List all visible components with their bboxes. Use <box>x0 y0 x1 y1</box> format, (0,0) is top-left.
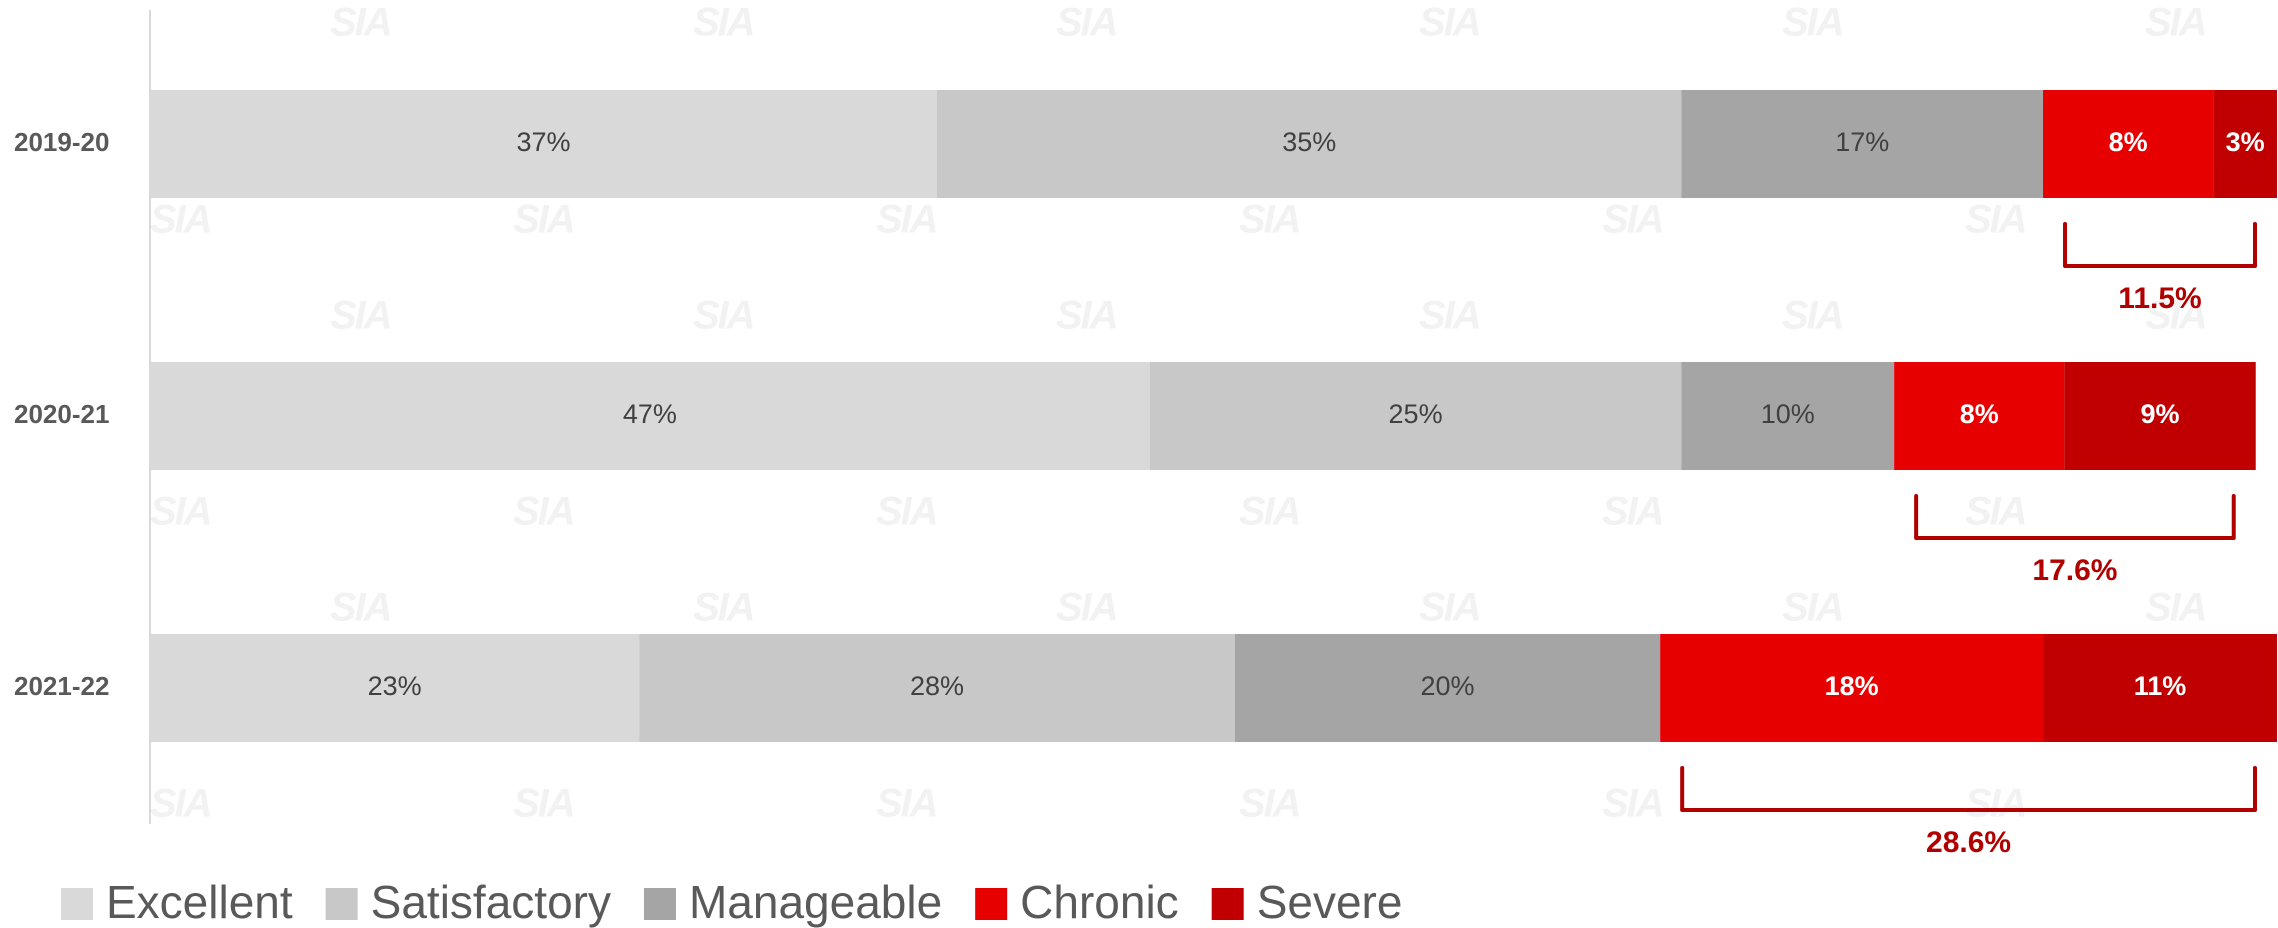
legend-swatch <box>61 888 93 920</box>
watermark: SIA <box>1965 198 2026 242</box>
watermark-layer: SIA SIA SIA SIA SIA SIA SIA SIA SIA SIA SIA SIA SIA S… <box>150 1 2208 826</box>
watermark: SIA <box>1056 294 1117 338</box>
value-label: 9% <box>2140 399 2179 429</box>
category-label: 2021-22 <box>14 671 109 701</box>
watermark: SIA <box>150 490 211 534</box>
watermark: SIA <box>876 198 937 242</box>
bar-segment <box>639 634 1235 742</box>
value-label: 47% <box>623 399 677 429</box>
bar-segment <box>1681 90 2044 198</box>
bar-segment <box>1681 362 1895 470</box>
bar-segment <box>1234 634 1661 742</box>
legend-label: Satisfactory <box>371 876 611 928</box>
watermark: SIA <box>1602 490 1663 534</box>
value-label: 11% <box>2134 671 2187 701</box>
bar-segment <box>150 362 1150 470</box>
watermark: SIA <box>1056 1 1117 45</box>
legend-label: Chronic <box>1020 876 1179 928</box>
watermark: SIA <box>1419 1 1480 45</box>
watermark: SIA <box>1602 782 1663 826</box>
watermark: SIA <box>693 1 754 45</box>
watermark: SIA <box>2145 294 2206 338</box>
watermark: SIA <box>2145 1 2206 45</box>
watermark: SIA <box>1419 586 1480 630</box>
category-label: 2020-21 <box>14 399 109 429</box>
annotation: 11.5% <box>2118 282 2201 315</box>
value-label: 8% <box>2109 127 2148 157</box>
annotation: 17.6% <box>2032 554 2117 587</box>
value-label: 10% <box>1761 399 1815 429</box>
watermark: SIA <box>1965 490 2026 534</box>
legend-swatch <box>975 888 1008 920</box>
bracket <box>1914 494 2236 540</box>
watermark: SIA <box>2145 586 2206 630</box>
value-label: 3% <box>2226 127 2265 157</box>
legend-label: Manageable <box>689 876 942 928</box>
value-label: 25% <box>1389 399 1443 429</box>
category-label: 2019-20 <box>14 127 109 157</box>
bar-segment <box>2213 90 2277 198</box>
bar-segment <box>150 90 937 198</box>
bracket <box>1680 766 2257 812</box>
value-label: 35% <box>1282 127 1336 157</box>
legend-label: Severe <box>1257 876 1403 928</box>
bar-segment <box>1894 362 2065 470</box>
legend-swatch <box>325 888 358 920</box>
legend-swatch <box>1211 888 1244 920</box>
watermark: SIA <box>513 198 574 242</box>
value-label: 17% <box>1835 127 1889 157</box>
bar-segment <box>150 634 640 742</box>
watermark: SIA <box>1419 294 1480 338</box>
watermark: SIA <box>1602 198 1663 242</box>
watermark: SIA <box>693 294 754 338</box>
value-label: 20% <box>1420 671 1474 701</box>
value-label: 18% <box>1825 671 1879 701</box>
watermark: SIA <box>330 1 391 45</box>
bar-segment <box>2043 90 2214 198</box>
bar-segment <box>1149 362 1682 470</box>
annotation: 28.6% <box>1926 826 2011 859</box>
watermark: SIA <box>513 490 574 534</box>
watermark: SIA <box>330 586 391 630</box>
watermark: SIA <box>693 586 754 630</box>
watermark: SIA <box>1782 586 1843 630</box>
watermark: SIA <box>330 294 391 338</box>
watermark: SIA <box>150 198 211 242</box>
watermark: SIA <box>1239 198 1300 242</box>
bar-segment <box>2064 362 2256 470</box>
watermark: SIA <box>150 782 211 826</box>
bar-segment <box>1660 634 2044 742</box>
watermark: SIA <box>1965 782 2026 826</box>
legend-label: Excellent <box>106 876 293 928</box>
watermark: SIA <box>1239 782 1300 826</box>
bracket <box>2063 222 2257 268</box>
watermark: SIA <box>1239 490 1300 534</box>
value-label: 23% <box>368 671 422 701</box>
value-label: 37% <box>516 127 570 157</box>
bar-segment <box>2043 634 2277 742</box>
watermark: SIA <box>1782 1 1843 45</box>
watermark: SIA <box>876 490 937 534</box>
watermark: SIA <box>1056 586 1117 630</box>
legend-swatch <box>643 888 676 920</box>
watermark: SIA <box>1782 294 1843 338</box>
value-label: 8% <box>1960 399 1999 429</box>
watermark: SIA <box>876 782 937 826</box>
watermark: SIA <box>513 782 574 826</box>
bar-segment <box>936 90 1682 198</box>
value-label: 28% <box>910 671 964 701</box>
